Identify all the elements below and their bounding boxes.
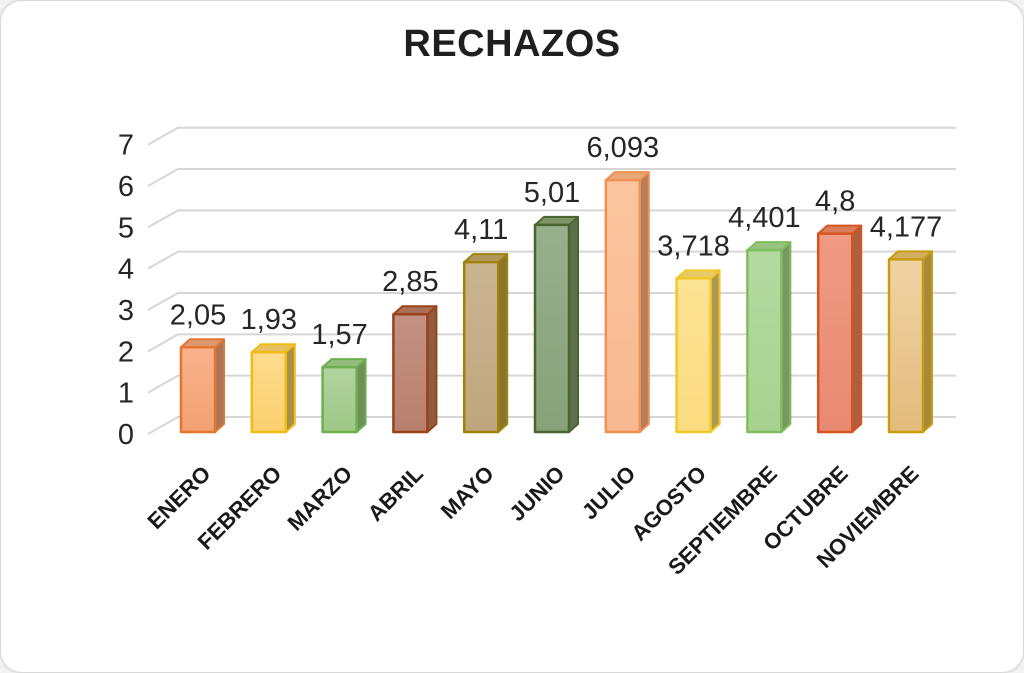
bar-mayo xyxy=(462,260,500,434)
chart-title: RECHAZOS xyxy=(403,23,621,65)
bar-side-noviembre xyxy=(922,250,933,433)
y-tick-label-5: 5 xyxy=(118,212,134,244)
gridline-7 xyxy=(147,126,956,146)
bar-side-marzo xyxy=(355,358,367,433)
gridline-6 xyxy=(147,168,956,187)
data-label-octubre: 4,8 xyxy=(815,186,855,218)
data-label-febrero: 1,93 xyxy=(241,304,297,336)
bar-side-septiembre xyxy=(780,241,792,433)
bar-side-abril xyxy=(426,305,438,433)
data-label-noviembre: 4,177 xyxy=(870,211,943,243)
data-label-mayo: 4,11 xyxy=(454,214,508,246)
bar-enero xyxy=(179,346,217,434)
bar-septiembre xyxy=(746,248,783,434)
y-tick-label-0: 0 xyxy=(118,419,134,451)
bar-junio xyxy=(533,223,571,434)
bar-marzo xyxy=(321,365,358,434)
bar-side-agosto xyxy=(709,269,721,433)
bar-julio xyxy=(604,178,642,434)
x-category-label-abril: ABRIL xyxy=(363,461,428,526)
x-category-label-marzo: MARZO xyxy=(282,461,357,536)
y-tick-label-7: 7 xyxy=(118,130,134,162)
x-category-label-enero: ENERO xyxy=(143,461,216,534)
y-tick-label-1: 1 xyxy=(118,378,134,410)
x-category-label-julio: JULIO xyxy=(577,461,640,524)
bar-agosto xyxy=(675,277,712,434)
y-tick-label-3: 3 xyxy=(118,295,134,327)
data-label-junio: 5,01 xyxy=(524,177,580,209)
gridline-5 xyxy=(147,209,956,229)
data-label-marzo: 1,57 xyxy=(311,319,367,351)
gridline-4 xyxy=(147,250,956,270)
bar-febrero xyxy=(250,350,288,434)
bar-side-febrero xyxy=(284,343,296,433)
bar-abril xyxy=(392,312,429,434)
bar-side-junio xyxy=(568,215,579,433)
bar-side-julio xyxy=(638,171,650,433)
x-category-label-mayo: MAYO xyxy=(436,461,499,524)
data-label-septiembre: 4,401 xyxy=(728,202,801,234)
data-label-agosto: 3,718 xyxy=(657,230,730,262)
y-tick-label-4: 4 xyxy=(118,254,134,286)
y-tick-label-2: 2 xyxy=(118,336,134,368)
data-label-enero: 2,05 xyxy=(170,299,226,331)
data-label-julio: 6,093 xyxy=(587,132,660,164)
data-label-abril: 2,85 xyxy=(382,266,438,298)
y-tick-label-6: 6 xyxy=(118,171,134,203)
bar-side-octubre xyxy=(851,224,863,433)
bar-noviembre xyxy=(887,258,925,434)
bar-octubre xyxy=(816,232,854,434)
x-category-label-junio: JUNIO xyxy=(504,461,569,526)
bar-side-enero xyxy=(214,338,225,433)
bar-side-mayo xyxy=(497,253,509,433)
